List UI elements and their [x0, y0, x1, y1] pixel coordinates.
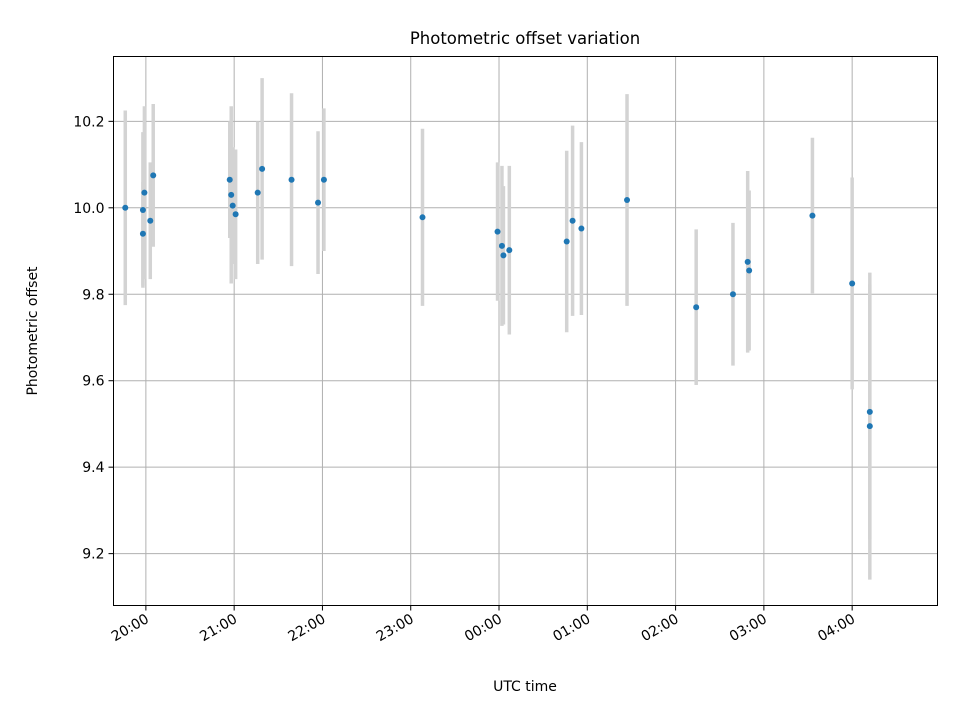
data-point	[228, 191, 235, 198]
data-point	[498, 242, 505, 249]
data-point	[254, 189, 261, 196]
data-point	[320, 176, 327, 183]
data-point	[150, 172, 157, 179]
y-tick-label: 9.6	[82, 374, 104, 390]
data-point	[809, 212, 816, 219]
y-tick-label: 9.8	[82, 287, 104, 303]
data-point	[288, 176, 295, 183]
data-point	[229, 202, 236, 209]
data-point	[315, 199, 322, 206]
data-point	[849, 280, 856, 287]
plot-frame	[113, 56, 938, 606]
data-point	[506, 247, 513, 254]
data-point	[729, 291, 736, 298]
y-tick-label: 10.2	[73, 114, 104, 130]
data-point	[693, 304, 700, 311]
data-point	[419, 214, 426, 221]
data-point	[139, 230, 146, 237]
y-tick-label: 9.2	[82, 547, 104, 563]
x-axis-label: UTC time	[493, 679, 557, 695]
data-point	[500, 252, 507, 259]
data-point	[139, 206, 146, 213]
data-point	[494, 228, 501, 235]
data-point	[744, 258, 751, 265]
data-point	[259, 165, 266, 172]
data-points	[122, 165, 873, 430]
data-point	[141, 189, 148, 196]
data-point	[866, 408, 873, 415]
data-point	[232, 211, 239, 218]
data-point	[122, 204, 129, 211]
data-point	[578, 225, 585, 232]
chart-title: Photometric offset variation	[410, 29, 640, 48]
data-point	[226, 176, 233, 183]
y-tick-label: 10.0	[73, 201, 104, 217]
data-point	[563, 238, 570, 245]
y-axis-label: Photometric offset	[25, 266, 41, 396]
data-point	[624, 197, 631, 204]
data-point	[746, 267, 753, 274]
data-point	[147, 217, 154, 224]
y-tick-label: 9.4	[82, 460, 104, 476]
data-point	[569, 217, 576, 224]
data-point	[866, 423, 873, 430]
